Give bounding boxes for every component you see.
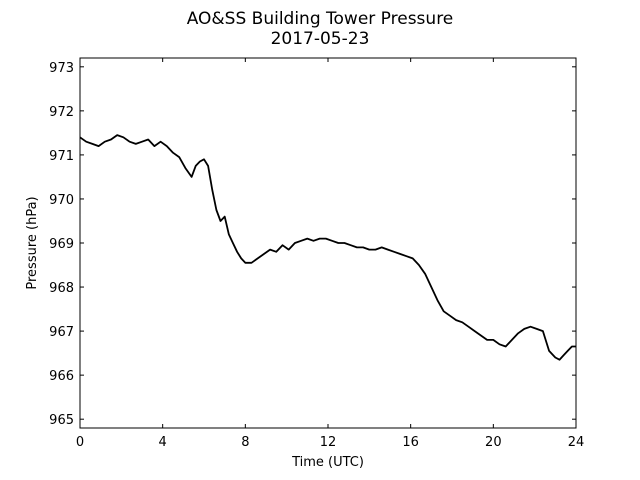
y-tick-label: 973 — [49, 61, 74, 76]
x-tick-label: 0 — [76, 435, 84, 450]
ticks-layer: 0 4 8 12 16 20 24 965 966 967 968 969 970 971 972 973 — [49, 58, 584, 450]
y-tick-label: 968 — [49, 281, 74, 296]
series-layer — [79, 134, 576, 361]
y-axis-label: Pressure (hPa) — [25, 196, 40, 289]
y-tick-label: 967 — [49, 325, 74, 340]
y-tick-label: 965 — [49, 413, 74, 428]
chart-subtitle: 2017-05-23 — [271, 29, 370, 49]
plot-frame — [79, 57, 577, 429]
x-tick-label: 16 — [402, 435, 419, 450]
y-tick-label: 971 — [49, 149, 74, 164]
x-tick-label: 8 — [241, 435, 249, 450]
y-tick-label: 972 — [49, 105, 74, 120]
x-tick-label: 12 — [320, 435, 337, 450]
x-tick-label: 24 — [568, 435, 585, 450]
y-tick-label: 970 — [49, 193, 74, 208]
x-axis-label: Time (UTC) — [291, 455, 364, 470]
pressure-series-line — [79, 134, 576, 361]
x-tick-label: 4 — [159, 435, 167, 450]
y-tick-label: 969 — [49, 237, 74, 252]
x-tick-label: 20 — [485, 435, 502, 450]
y-tick-label: 966 — [49, 369, 74, 384]
chart-title: AO&SS Building Tower Pressure — [187, 9, 454, 29]
